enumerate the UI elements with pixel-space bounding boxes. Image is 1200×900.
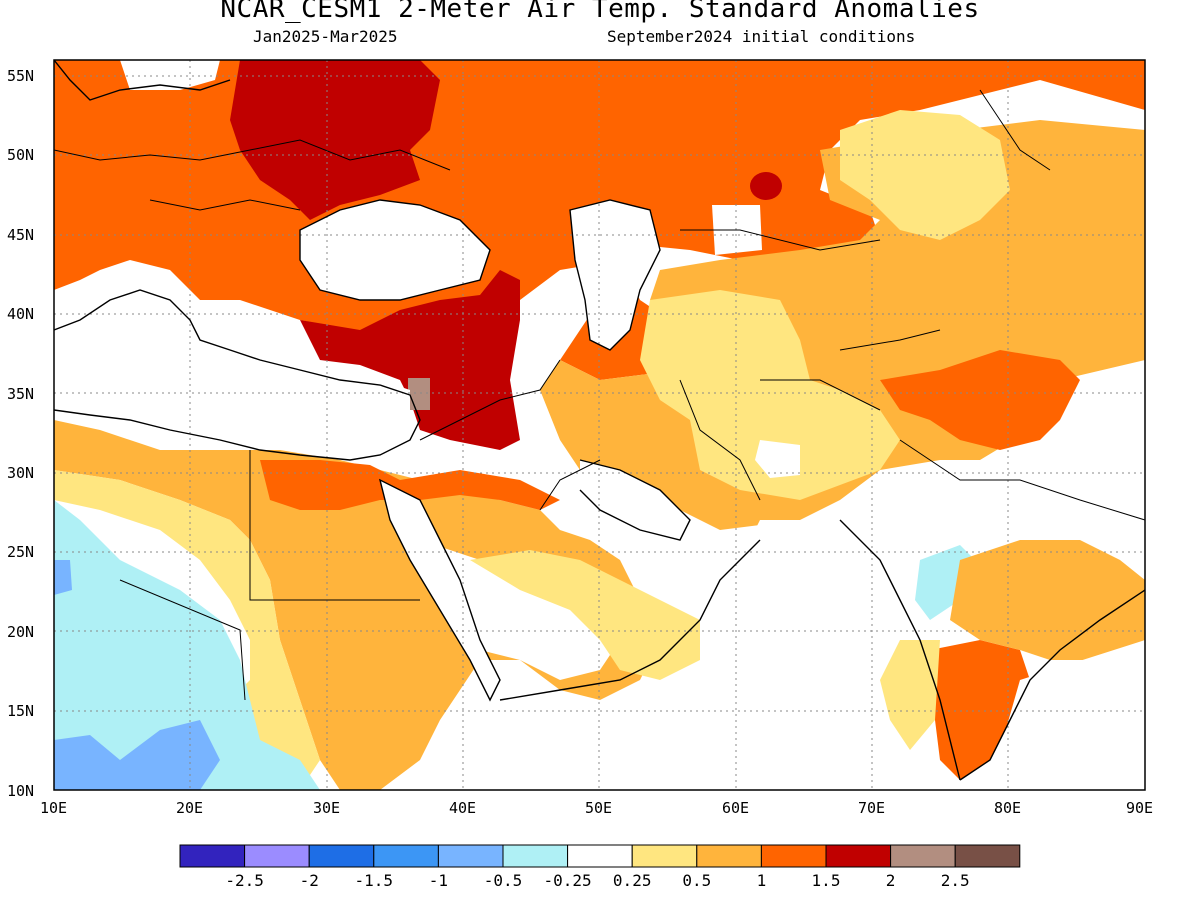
anomaly-region-west-cool-spot	[54, 560, 72, 595]
persian-gulf-neutral	[580, 460, 690, 540]
lat-tick: 20N	[7, 623, 34, 641]
lat-tick: 15N	[7, 702, 34, 720]
colorbar-swatch	[825, 844, 892, 868]
latitude-ticks: 10N 15N 20N 25N 30N 35N 40N 45N 50N 55N	[7, 67, 34, 800]
lat-tick: 50N	[7, 146, 34, 164]
anomaly-region-india-east	[950, 540, 1145, 660]
anomaly-region-himalaya	[880, 350, 1080, 450]
colorbar-label: -1	[429, 871, 448, 890]
colorbar-swatch	[567, 844, 633, 868]
plot-frame	[53, 59, 1146, 791]
anomaly-region-turkey-iraq	[300, 270, 520, 450]
lon-tick: 30E	[313, 799, 340, 817]
lon-tick: 70E	[858, 799, 885, 817]
anomaly-region-india-south	[930, 640, 1030, 780]
anomaly-region-kazakhstan	[840, 110, 1010, 240]
colorbar-label: -2.5	[225, 871, 264, 890]
colorbar-swatch	[760, 844, 827, 868]
colorbar-swatch	[373, 844, 439, 868]
forecast-period: Jan2025-Mar2025	[253, 27, 398, 46]
bay-of-bengal-neutral	[1000, 640, 1145, 790]
colorbar-swatch	[631, 844, 698, 868]
colorbar-label: 1.5	[812, 871, 841, 890]
colorbar-swatch	[179, 844, 246, 868]
colorbar-label: 0.5	[682, 871, 711, 890]
colorbar-swatch	[890, 844, 956, 868]
colorbar-swatch	[244, 844, 310, 868]
longitude-ticks: 10E 20E 30E 40E 50E 60E 70E 80E 90E	[40, 799, 1153, 817]
lat-tick: 25N	[7, 543, 34, 561]
lon-tick: 80E	[994, 799, 1021, 817]
anomaly-region-egypt	[260, 460, 560, 510]
lon-tick: 40E	[449, 799, 476, 817]
arabian-sea-neutral	[560, 680, 840, 790]
anomaly-region-west-africa-cool	[54, 500, 320, 790]
colorbar-swatch	[696, 844, 762, 868]
black-sea-neutral	[300, 200, 490, 300]
initial-conditions: September2024 initial conditions	[607, 27, 916, 46]
anomaly-region-eastern-europe	[230, 60, 440, 220]
anomaly-region-afghanistan	[640, 290, 900, 500]
colorbar-label: 0.25	[613, 871, 652, 890]
colorbar-swatch	[954, 844, 1021, 868]
colorbar-swatch	[437, 844, 504, 868]
anomaly-region-levant-spot	[408, 378, 430, 410]
anomaly-region-india-neutral	[720, 520, 960, 760]
mediterranean-neutral	[54, 330, 410, 445]
country-borders	[54, 89, 1145, 701]
colorbar-swatch	[502, 844, 569, 868]
anomaly-region-aral-spot	[750, 172, 782, 200]
colorbar-label: -0.25	[544, 871, 592, 890]
lon-tick: 90E	[1126, 799, 1153, 817]
coastlines	[54, 60, 1145, 781]
lat-tick: 40N	[7, 305, 34, 323]
caspian-neutral	[570, 200, 660, 350]
colorbar: -2.5 -2 -1.5 -1 -0.5 -0.25 0.25 0.5 1 1.5 2 2.5	[179, 844, 1021, 890]
anomaly-region-north-africa-warm	[54, 420, 660, 790]
lon-tick: 10E	[40, 799, 67, 817]
colorbar-label: 2.5	[941, 871, 970, 890]
colorbar-label: -2	[300, 871, 319, 890]
pakistan-white	[755, 440, 800, 478]
lat-tick: 10N	[7, 782, 34, 800]
red-sea-neutral	[380, 480, 500, 700]
anomaly-region-arabia-warm	[470, 550, 700, 680]
lat-tick: 35N	[7, 385, 34, 403]
lon-tick: 20E	[176, 799, 203, 817]
colorbar-label: 1	[757, 871, 767, 890]
anomaly-region-sahel-cool	[54, 720, 220, 790]
colorbar-swatch	[308, 844, 375, 868]
colorbar-label: 2	[886, 871, 896, 890]
colorbar-label: -1.5	[355, 871, 394, 890]
gridlines	[54, 60, 1145, 790]
lat-tick: 30N	[7, 464, 34, 482]
baltic-neutral	[120, 60, 220, 90]
anomaly-region-arabia-neutral	[420, 540, 620, 680]
lat-tick: 45N	[7, 226, 34, 244]
lon-tick: 50E	[585, 799, 612, 817]
chart-title: NCAR_CESM1 2-Meter Air Temp. Standard An…	[220, 0, 980, 24]
lat-tick: 55N	[7, 67, 34, 85]
anomaly-region-india-south-warm	[880, 640, 940, 750]
tibet-white	[1080, 430, 1145, 480]
lon-tick: 60E	[722, 799, 749, 817]
colorbar-label: -0.5	[484, 871, 523, 890]
